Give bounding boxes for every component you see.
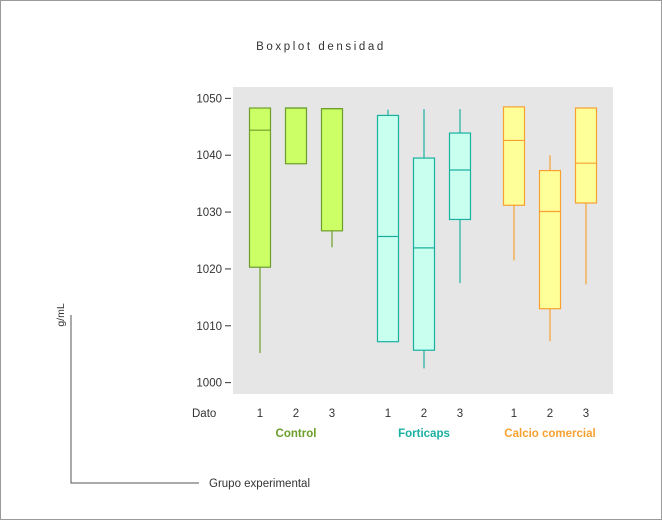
box-calcio-comercial-1 bbox=[502, 106, 526, 206]
y-tick-label-1030: 1030 bbox=[196, 207, 222, 219]
box-forticaps-1 bbox=[376, 114, 400, 343]
axis-label-connector bbox=[70, 315, 199, 484]
x-tick-label-calcio-comercial-3: 3 bbox=[583, 408, 589, 420]
chart-title: Boxplot densidad bbox=[256, 41, 386, 53]
y-axis-label: g/mL bbox=[55, 303, 67, 327]
x-tick-label-forticaps-1: 1 bbox=[385, 408, 391, 420]
y-axis: 1000 1010 1020 1030 1040 1050 bbox=[196, 93, 231, 390]
box-series bbox=[248, 106, 598, 369]
y-tick-label-1050: 1050 bbox=[196, 93, 222, 105]
box-forticaps-3 bbox=[448, 132, 472, 221]
box-calcio-comercial-2 bbox=[538, 169, 562, 310]
y-tick-label-1040: 1040 bbox=[196, 150, 222, 162]
x-tick-label-control-2: 2 bbox=[293, 408, 299, 420]
x-tick-label-forticaps-2: 2 bbox=[421, 408, 427, 420]
box-control-3 bbox=[320, 108, 344, 232]
group-label-control: Control bbox=[276, 428, 317, 440]
x-tick-label-calcio-comercial-2: 2 bbox=[547, 408, 553, 420]
x-axis-labels: 1 2 3 Control 1 2 3 Forticaps 1 2 3 Calcio comercia… bbox=[257, 408, 596, 440]
y-tick-label-1000: 1000 bbox=[196, 378, 222, 390]
x-tick-label-calcio-comercial-1: 1 bbox=[511, 408, 517, 420]
y-tick-label-1020: 1020 bbox=[196, 264, 222, 276]
x-row-label: Dato bbox=[192, 408, 216, 420]
group-label-calcio-comercial: Calcio comercial bbox=[504, 428, 595, 440]
x-axis-label: Grupo experimental bbox=[209, 478, 310, 490]
y-tick-label-1010: 1010 bbox=[196, 321, 222, 333]
box-control-2 bbox=[284, 107, 308, 165]
x-tick-label-control-1: 1 bbox=[257, 408, 263, 420]
box-control-1 bbox=[248, 107, 272, 268]
x-tick-label-forticaps-3: 3 bbox=[457, 408, 463, 420]
group-label-forticaps: Forticaps bbox=[398, 428, 450, 440]
box-calcio-comercial-3 bbox=[574, 107, 598, 204]
x-tick-label-control-3: 3 bbox=[329, 408, 335, 420]
box-forticaps-2 bbox=[412, 157, 436, 351]
